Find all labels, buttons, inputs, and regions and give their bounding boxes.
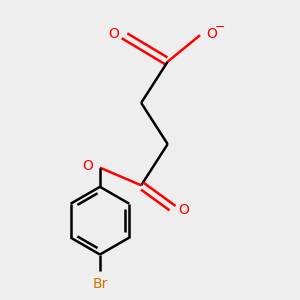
- Text: Br: Br: [92, 277, 108, 291]
- Text: O: O: [178, 203, 189, 218]
- Text: −: −: [215, 20, 225, 33]
- Text: O: O: [108, 27, 118, 41]
- Text: O: O: [82, 159, 93, 173]
- Text: O: O: [206, 27, 217, 41]
